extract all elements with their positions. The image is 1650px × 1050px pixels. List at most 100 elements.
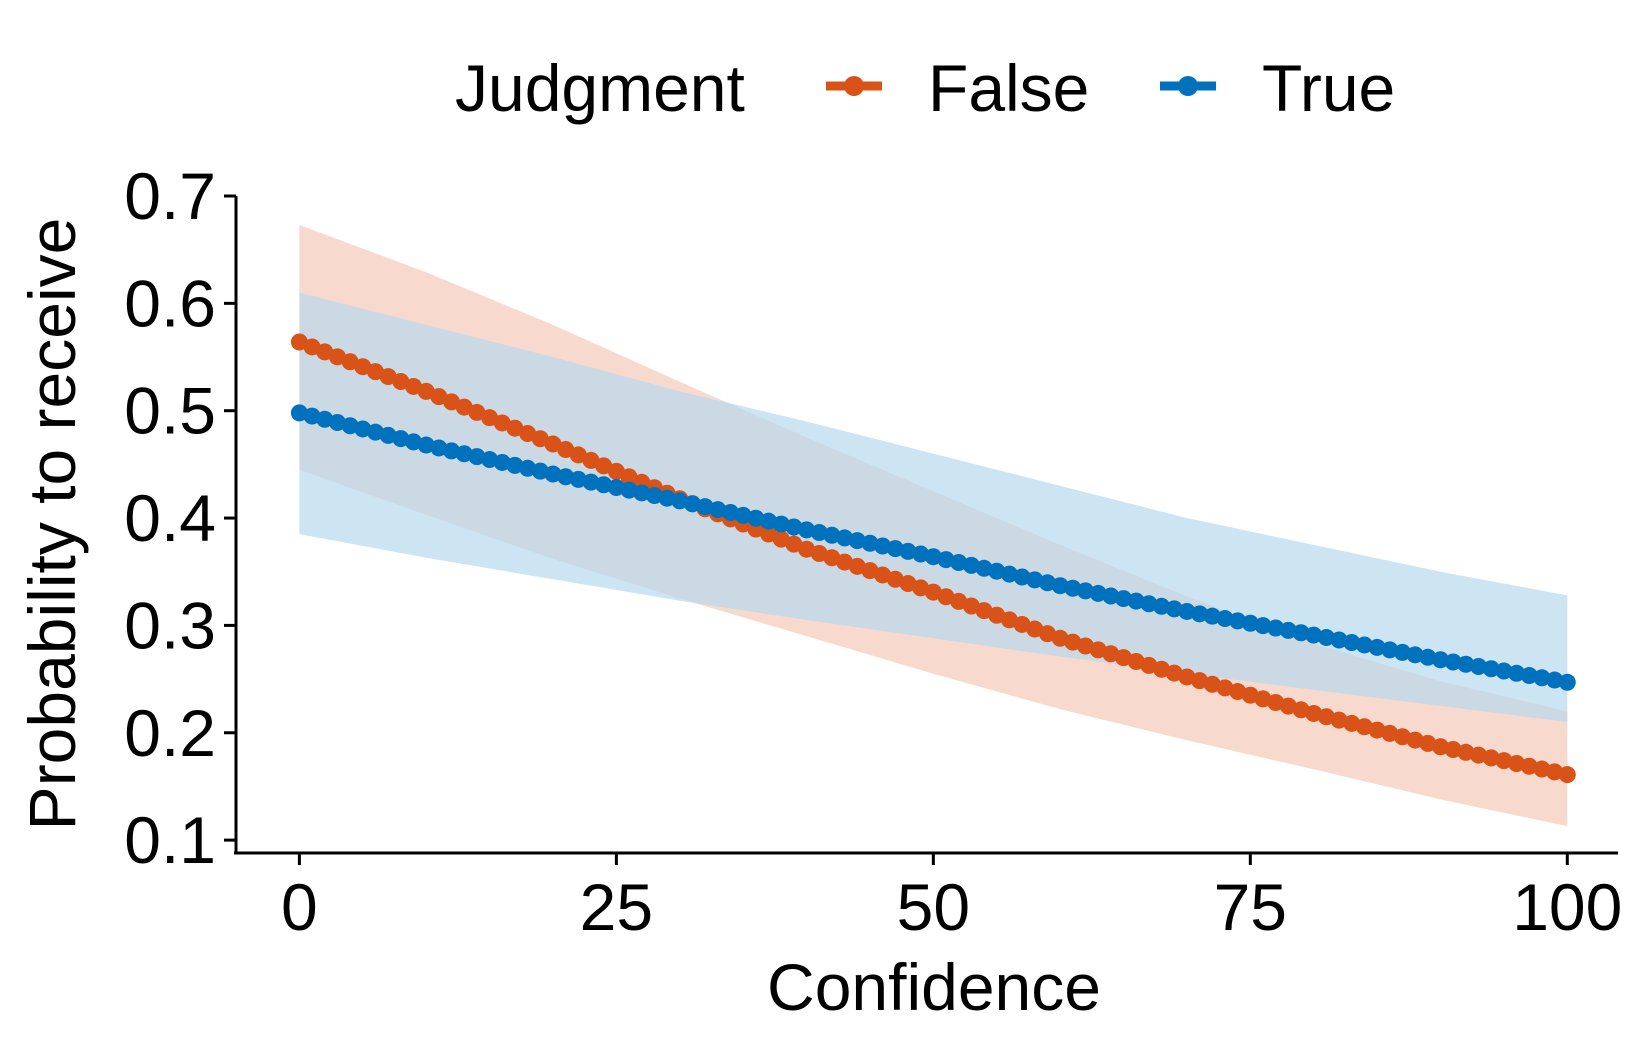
point-false	[607, 462, 625, 480]
series-markers-false	[290, 333, 1576, 784]
point-true	[1038, 574, 1056, 592]
y-tick-label: 0.6	[124, 266, 216, 340]
point-false	[1533, 760, 1551, 778]
point-true	[1355, 636, 1373, 654]
point-true	[544, 465, 562, 483]
point-true	[1406, 646, 1424, 664]
point-true	[1203, 607, 1221, 625]
point-true	[798, 521, 816, 539]
point-true	[975, 559, 993, 577]
point-true	[848, 532, 866, 550]
point-true	[874, 537, 892, 555]
point-true	[962, 556, 980, 574]
point-true	[886, 540, 904, 558]
point-true	[481, 451, 499, 469]
y-axis-title: Probability to receive	[15, 218, 89, 831]
x-ticks: 0 25 50 75 100	[281, 853, 1622, 944]
legend-key-true-marker	[1178, 76, 1198, 96]
point-true	[823, 526, 841, 544]
point-false	[1444, 741, 1462, 759]
point-true	[1508, 664, 1526, 682]
point-true	[1178, 602, 1196, 620]
x-tick-label: 75	[1214, 870, 1287, 944]
point-false	[557, 440, 575, 458]
x-tick-label: 50	[897, 870, 970, 944]
point-true	[557, 468, 575, 486]
point-true	[1317, 629, 1335, 647]
point-true	[1444, 653, 1462, 671]
series-markers-true	[290, 404, 1576, 691]
point-true	[1140, 595, 1158, 613]
point-false	[1470, 746, 1488, 764]
point-true	[1013, 568, 1031, 586]
point-true	[1153, 597, 1171, 615]
point-true	[1102, 587, 1120, 605]
point-true	[1241, 614, 1259, 632]
point-true	[506, 456, 524, 474]
point-true	[1279, 621, 1297, 639]
confidence-bands	[299, 224, 1568, 827]
point-true	[582, 473, 600, 491]
point-true	[1064, 579, 1082, 597]
point-true	[1431, 651, 1449, 669]
point-true	[861, 534, 879, 552]
point-true	[683, 495, 701, 513]
point-true	[1393, 643, 1411, 661]
x-tick-label: 25	[580, 870, 653, 944]
point-false	[595, 457, 613, 475]
point-true	[924, 548, 942, 566]
point-true	[810, 524, 828, 542]
point-true	[1267, 619, 1285, 637]
x-axis-title: Confidence	[767, 950, 1101, 1024]
point-true	[899, 542, 917, 560]
y-tick-label: 0.3	[124, 588, 216, 662]
point-true	[1533, 669, 1551, 687]
point-true	[721, 503, 739, 521]
point-true	[912, 545, 930, 563]
y-tick-label: 0.4	[124, 481, 216, 555]
point-false	[569, 446, 587, 464]
point-true	[1457, 655, 1475, 673]
legend-title: Judgment	[455, 51, 745, 125]
point-true	[1165, 600, 1183, 618]
point-false	[620, 468, 638, 486]
point-true	[569, 470, 587, 488]
point-true	[443, 442, 461, 460]
point-true	[988, 562, 1006, 580]
point-true	[595, 476, 613, 494]
point-true	[1495, 662, 1513, 680]
point-true	[1229, 612, 1247, 630]
point-true	[1026, 571, 1044, 589]
point-true	[734, 506, 752, 524]
point-true	[1368, 638, 1386, 656]
point-false	[1520, 757, 1538, 775]
point-true	[1216, 610, 1234, 628]
point-false	[1482, 749, 1500, 767]
ci-band-true	[299, 292, 1568, 723]
point-true	[785, 518, 803, 536]
series-lines	[290, 333, 1576, 784]
point-true	[1076, 582, 1094, 600]
point-true	[709, 501, 727, 519]
point-true	[1381, 641, 1399, 659]
point-true	[1191, 605, 1209, 623]
y-tick-label: 0.1	[124, 803, 216, 877]
point-false	[1495, 752, 1513, 770]
point-true	[836, 529, 854, 547]
point-true	[1127, 592, 1145, 610]
point-true	[658, 489, 676, 507]
point-true	[468, 448, 486, 466]
point-false	[582, 451, 600, 469]
point-true	[772, 515, 790, 533]
point-true	[430, 439, 448, 457]
legend-label-true: True	[1262, 51, 1395, 125]
point-true	[633, 484, 651, 502]
y-tick-label: 0.7	[124, 159, 216, 233]
point-true	[519, 459, 537, 477]
x-tick-label: 0	[281, 870, 318, 944]
point-true	[531, 462, 549, 480]
point-true	[607, 478, 625, 496]
point-true	[645, 487, 663, 505]
point-true	[1546, 671, 1564, 689]
